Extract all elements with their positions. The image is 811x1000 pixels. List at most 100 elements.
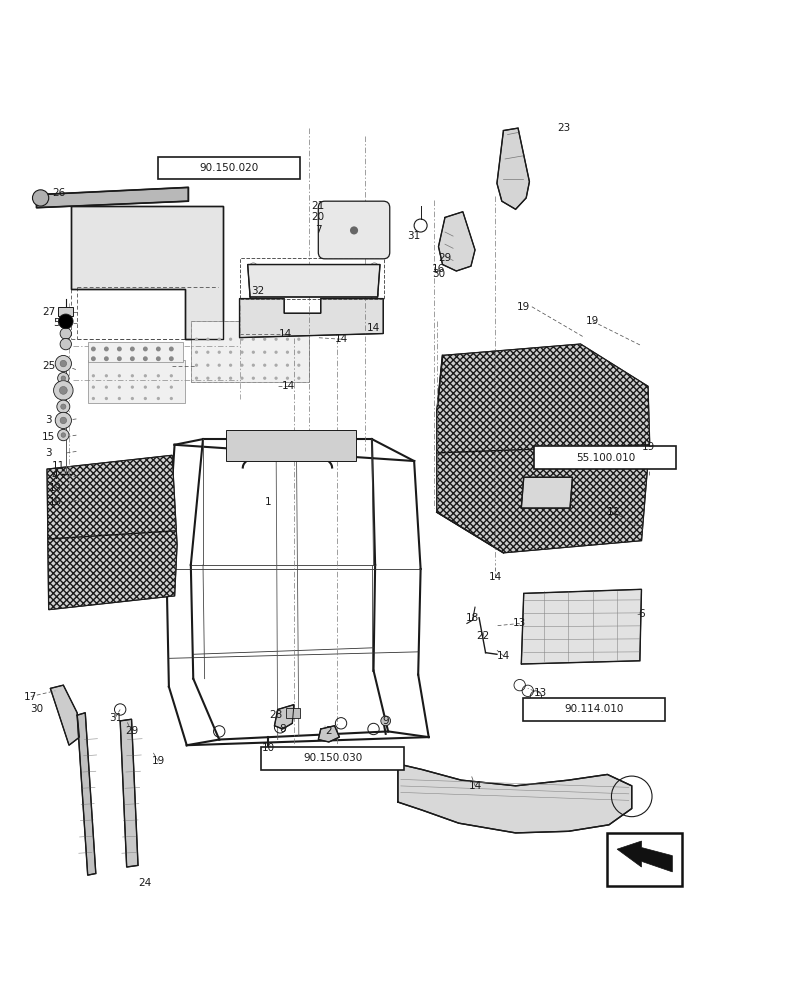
Circle shape [118, 397, 121, 400]
Polygon shape [71, 206, 223, 339]
Circle shape [169, 356, 174, 361]
Text: 30: 30 [431, 269, 444, 279]
Circle shape [58, 429, 69, 441]
Circle shape [217, 351, 221, 354]
Text: 23: 23 [557, 123, 570, 133]
Text: 14: 14 [496, 651, 509, 661]
Polygon shape [616, 841, 672, 872]
Circle shape [55, 355, 71, 372]
Text: 12: 12 [606, 507, 619, 517]
Circle shape [60, 338, 71, 350]
Text: 29: 29 [438, 253, 451, 263]
Circle shape [206, 377, 209, 380]
Text: 18: 18 [466, 613, 478, 623]
Text: 21: 21 [311, 201, 324, 211]
Circle shape [60, 317, 71, 329]
Polygon shape [88, 360, 185, 403]
Circle shape [263, 377, 266, 380]
Circle shape [143, 347, 148, 351]
Text: 31: 31 [407, 231, 420, 241]
Bar [225, 430, 355, 461]
Polygon shape [274, 705, 294, 729]
Text: 19: 19 [517, 302, 530, 312]
Polygon shape [397, 764, 631, 833]
Circle shape [240, 364, 243, 367]
Circle shape [285, 377, 289, 380]
Circle shape [117, 347, 122, 351]
Circle shape [32, 190, 49, 206]
Circle shape [263, 338, 266, 341]
Polygon shape [50, 685, 79, 745]
Circle shape [131, 374, 134, 377]
Circle shape [169, 347, 174, 351]
Text: 10: 10 [261, 743, 274, 753]
Bar [534, 446, 676, 469]
Polygon shape [47, 455, 177, 610]
Circle shape [55, 412, 71, 429]
Circle shape [195, 377, 198, 380]
Circle shape [157, 386, 160, 389]
Circle shape [60, 417, 67, 424]
Circle shape [195, 351, 198, 354]
Circle shape [169, 397, 173, 400]
Circle shape [92, 397, 95, 400]
Circle shape [130, 347, 135, 351]
Circle shape [61, 376, 66, 380]
Circle shape [229, 364, 232, 367]
Circle shape [274, 364, 277, 367]
Text: 19: 19 [586, 316, 599, 326]
Text: 4: 4 [52, 471, 58, 481]
Text: 13: 13 [513, 618, 526, 628]
Circle shape [58, 314, 73, 329]
Circle shape [92, 374, 95, 377]
Bar [522, 698, 664, 721]
Circle shape [144, 397, 147, 400]
Text: 6: 6 [637, 609, 644, 619]
Text: 16: 16 [431, 264, 444, 274]
Circle shape [57, 400, 70, 413]
Circle shape [251, 377, 255, 380]
Circle shape [105, 386, 108, 389]
Circle shape [229, 377, 232, 380]
Bar [158, 157, 300, 179]
Bar [285, 708, 300, 718]
Circle shape [229, 338, 232, 341]
Bar [607, 833, 681, 886]
Text: 24: 24 [138, 878, 151, 888]
Circle shape [206, 351, 209, 354]
Polygon shape [436, 344, 649, 553]
Text: 30: 30 [30, 704, 43, 714]
Circle shape [285, 364, 289, 367]
Polygon shape [436, 344, 649, 553]
Polygon shape [496, 128, 529, 209]
Polygon shape [120, 719, 138, 867]
Circle shape [60, 328, 71, 339]
Circle shape [104, 347, 109, 351]
Circle shape [92, 386, 95, 389]
Circle shape [285, 338, 289, 341]
Circle shape [118, 374, 121, 377]
Text: 14: 14 [367, 323, 380, 333]
Circle shape [274, 351, 277, 354]
Circle shape [61, 433, 66, 437]
Text: 5: 5 [54, 318, 60, 328]
Circle shape [217, 338, 221, 341]
Text: 2: 2 [325, 726, 332, 736]
Text: 32: 32 [251, 286, 264, 296]
Circle shape [91, 347, 96, 351]
Circle shape [157, 397, 160, 400]
Circle shape [251, 338, 255, 341]
Circle shape [195, 364, 198, 367]
Text: 7: 7 [315, 225, 321, 235]
Text: 14: 14 [279, 329, 292, 339]
Circle shape [240, 351, 243, 354]
Circle shape [251, 351, 255, 354]
Text: 55.100.010: 55.100.010 [575, 453, 634, 463]
Circle shape [350, 226, 358, 234]
Circle shape [105, 374, 108, 377]
Circle shape [60, 360, 67, 367]
Circle shape [156, 347, 161, 351]
Circle shape [297, 377, 300, 380]
Circle shape [118, 386, 121, 389]
Text: 19: 19 [152, 756, 165, 766]
